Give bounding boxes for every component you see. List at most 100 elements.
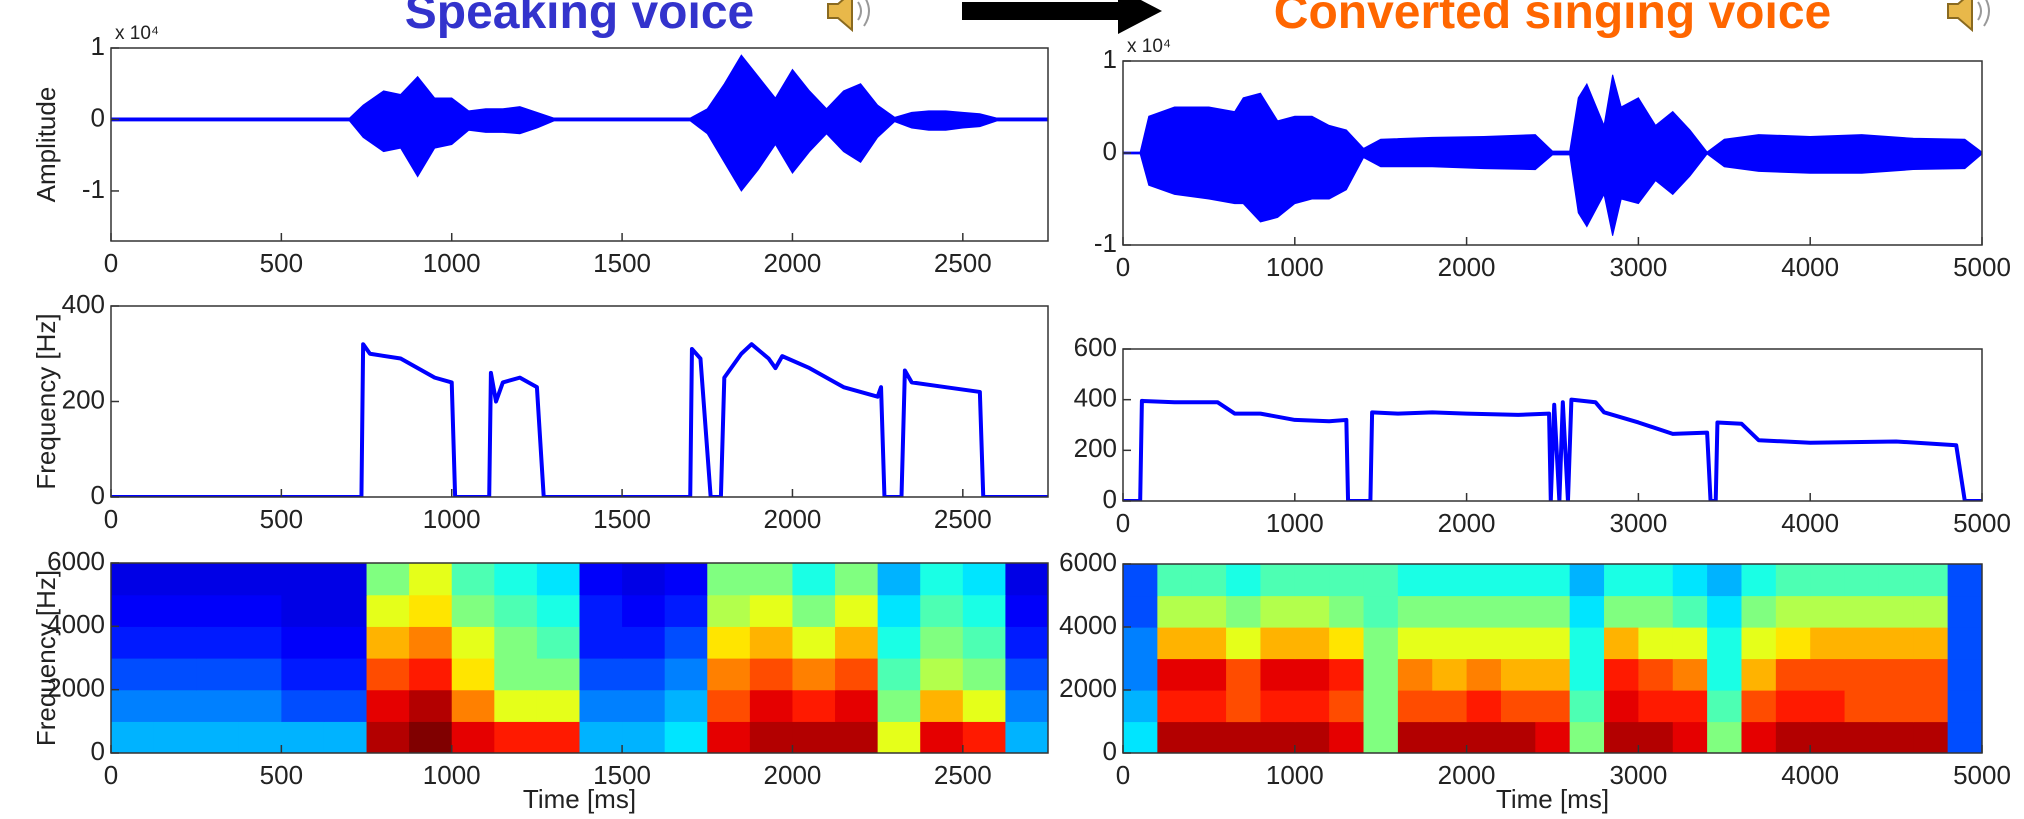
y-tick-label: -1 — [1094, 228, 1117, 258]
spectrogram-cell — [238, 563, 282, 596]
panel: 0 500 1000 1500 2000 2500 -1 0 1 Speaking voice x … — [31, 0, 1049, 278]
spectrogram-cell — [1707, 595, 1743, 628]
spectrogram-cell — [1844, 658, 1880, 691]
spectrogram-cell — [1672, 658, 1708, 691]
y-axis-label: Frequency [Hz] — [31, 313, 61, 489]
spectrogram-cell — [1226, 627, 1262, 660]
spectrogram-cell — [622, 689, 666, 722]
spectrogram-cell — [323, 689, 368, 722]
spectrogram-cell — [1363, 627, 1399, 660]
spectrogram-cell — [1638, 721, 1674, 753]
chart-title: Converted singing voice — [1274, 0, 1831, 39]
spectrogram-cell — [1294, 564, 1330, 597]
spectrogram-cell — [707, 626, 751, 659]
spectrogram-cell — [1672, 721, 1708, 753]
spectrogram-cell — [1466, 721, 1502, 753]
spectrogram-cell — [1604, 595, 1639, 628]
spectrogram-cell — [792, 594, 836, 627]
spectrogram-cell — [1569, 658, 1605, 691]
spectrogram-cell — [366, 594, 410, 627]
spectrogram-cell — [1844, 690, 1880, 723]
plot-area — [1123, 564, 1982, 753]
spectrogram-cell — [1741, 658, 1777, 691]
panel: 0 500 1000 1500 2000 2500 0 2000 4000 6000Frequen… — [31, 546, 1049, 814]
spectrogram-cell — [366, 563, 410, 596]
spectrogram-cell — [1329, 564, 1365, 597]
spectrogram-cell — [579, 626, 623, 659]
spectrogram-cell — [579, 594, 623, 627]
spectrogram-cell — [835, 594, 879, 627]
spectrogram-cell — [1294, 658, 1330, 691]
spectrogram-cell — [1775, 564, 1811, 597]
spectrogram-cell — [877, 721, 921, 753]
spectrogram-cell — [1005, 563, 1048, 596]
spectrogram-cell — [1397, 627, 1433, 660]
spectrogram-cell — [196, 721, 240, 753]
x-tick-label: 0 — [104, 248, 118, 278]
spectrogram-cell — [1363, 658, 1399, 691]
f0-line — [1123, 397, 1982, 501]
spectrogram-cell — [111, 594, 155, 627]
plot-area — [111, 342, 1048, 497]
spectrogram-cell — [579, 689, 623, 722]
y-tick-label: 400 — [1074, 383, 1117, 413]
x-tick-label: 0 — [1116, 252, 1130, 282]
spectrogram-cell — [1844, 564, 1880, 597]
spectrogram-cell — [1638, 564, 1674, 597]
spectrogram-cell — [1947, 564, 1982, 597]
x-tick-label: 1000 — [1266, 252, 1324, 282]
x-tick-label: 1000 — [423, 760, 481, 790]
axis-exponent: x 10⁴ — [1127, 36, 1171, 57]
spectrogram-cell — [1123, 690, 1158, 723]
spectrogram-cell — [1569, 595, 1605, 628]
axes-box — [110, 562, 1049, 754]
spectrogram-cell — [536, 626, 581, 659]
spectrogram-cell — [1260, 595, 1296, 628]
plot-area — [111, 563, 1048, 753]
x-axis-label: Time [ms] — [1496, 784, 1609, 814]
spectrogram-cell — [1123, 658, 1158, 691]
spectrogram-cell — [1535, 690, 1571, 723]
x-tick-label: 2000 — [764, 248, 822, 278]
plot-area — [1123, 74, 1982, 236]
spectrogram-cell — [1432, 627, 1468, 660]
waveform-envelope — [111, 118, 1048, 192]
x-tick-label: 2000 — [1438, 760, 1496, 790]
spectrogram-cell — [707, 658, 751, 691]
spectrogram-cell — [1226, 690, 1262, 723]
spectrogram-cell — [536, 594, 581, 627]
spectrogram-cell — [1397, 564, 1433, 597]
y-tick-label: 0 — [91, 480, 105, 510]
x-tick-label: 1000 — [1266, 760, 1324, 790]
spectrogram-cell — [1260, 721, 1296, 753]
y-tick-label: 4000 — [47, 609, 105, 639]
spectrogram-cell — [1226, 721, 1262, 753]
spectrogram-cell — [1294, 595, 1330, 628]
y-tick-label: 6000 — [47, 546, 105, 576]
spectrogram-cell — [622, 658, 666, 691]
spectrogram-cell — [1191, 658, 1227, 691]
spectrogram-cell — [1226, 564, 1262, 597]
x-tick-label: 2000 — [1438, 508, 1496, 538]
y-axis-label: Amplitude — [31, 87, 61, 203]
spectrogram-cell — [1397, 721, 1433, 753]
x-tick-label: 2500 — [934, 248, 992, 278]
spectrogram-cell — [1947, 595, 1982, 628]
spectrogram-cell — [962, 721, 1007, 753]
spectrogram-cell — [153, 689, 197, 722]
spectrogram-cell — [238, 721, 282, 753]
spectrogram-cell — [1775, 627, 1811, 660]
spectrogram-cell — [1913, 627, 1949, 660]
spectrogram-cell — [196, 626, 240, 659]
spectrogram-cell — [920, 721, 964, 753]
spectrogram-cell — [1500, 658, 1536, 691]
spectrogram-cell — [1844, 627, 1880, 660]
spectrogram-cell — [1397, 690, 1433, 723]
spectrogram-cell — [1363, 564, 1399, 597]
spectrogram-cell — [1157, 627, 1193, 660]
spectrogram-cell — [962, 658, 1007, 691]
spectrogram-cell — [1638, 595, 1674, 628]
spectrogram-cell — [1500, 564, 1536, 597]
spectrogram-cell — [1260, 627, 1296, 660]
